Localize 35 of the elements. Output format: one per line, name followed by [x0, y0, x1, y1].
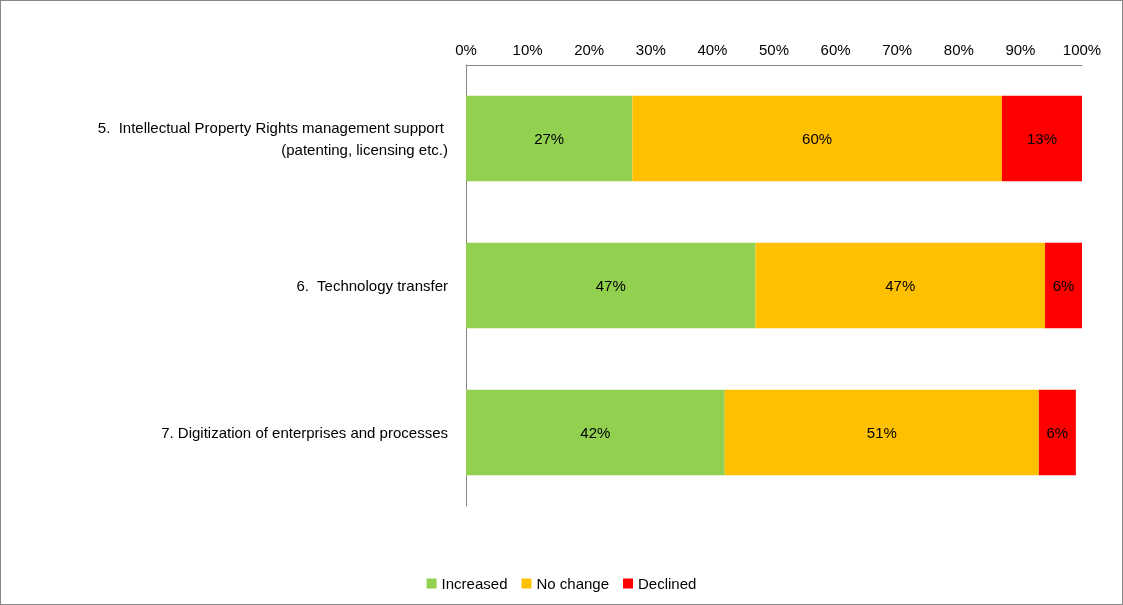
x-tick-label: 0% [455, 41, 477, 58]
x-tick-label: 30% [635, 41, 666, 58]
x-tick-label: 10% [512, 41, 543, 58]
x-tick-label: 50% [758, 41, 790, 58]
data-label: 6% [1046, 424, 1069, 441]
bar [755, 242, 1046, 329]
data-label: 27% [534, 130, 565, 147]
x-tick-label: 40% [697, 41, 728, 58]
data-label: 42% [580, 424, 611, 441]
x-tick-label: 80% [943, 41, 974, 58]
data-label: 47% [885, 277, 916, 294]
bar [1038, 389, 1076, 476]
y-tick-label: 7. Digitization of enterprises and processes [161, 424, 448, 441]
x-tick-label: 90% [1005, 41, 1036, 58]
bar [1001, 95, 1082, 182]
y-tick-label: 6. Technology transfer [296, 277, 448, 294]
x-tick-label: 60% [820, 41, 851, 58]
bar [466, 242, 756, 329]
data-label: 6% [1052, 277, 1075, 294]
bar [1045, 242, 1082, 329]
bar [632, 95, 1002, 182]
x-tick-label: 70% [882, 41, 913, 58]
bar [466, 95, 633, 182]
legend-label: Declined [638, 575, 697, 592]
x-tick-label: 20% [574, 41, 605, 58]
data-label: 13% [1026, 130, 1057, 147]
data-label: 47% [595, 277, 626, 294]
legend-label: No change [536, 575, 610, 592]
x-tick-label: 100% [1062, 41, 1102, 58]
bar [466, 389, 725, 476]
data-label: 51% [866, 424, 897, 441]
data-label: 60% [802, 130, 833, 147]
y-tick-label: 5. Intellectual Property Rights management support (patenting, licensing etc.) [97, 119, 448, 158]
legend-label: Increased [441, 575, 508, 592]
bar [724, 389, 1039, 476]
